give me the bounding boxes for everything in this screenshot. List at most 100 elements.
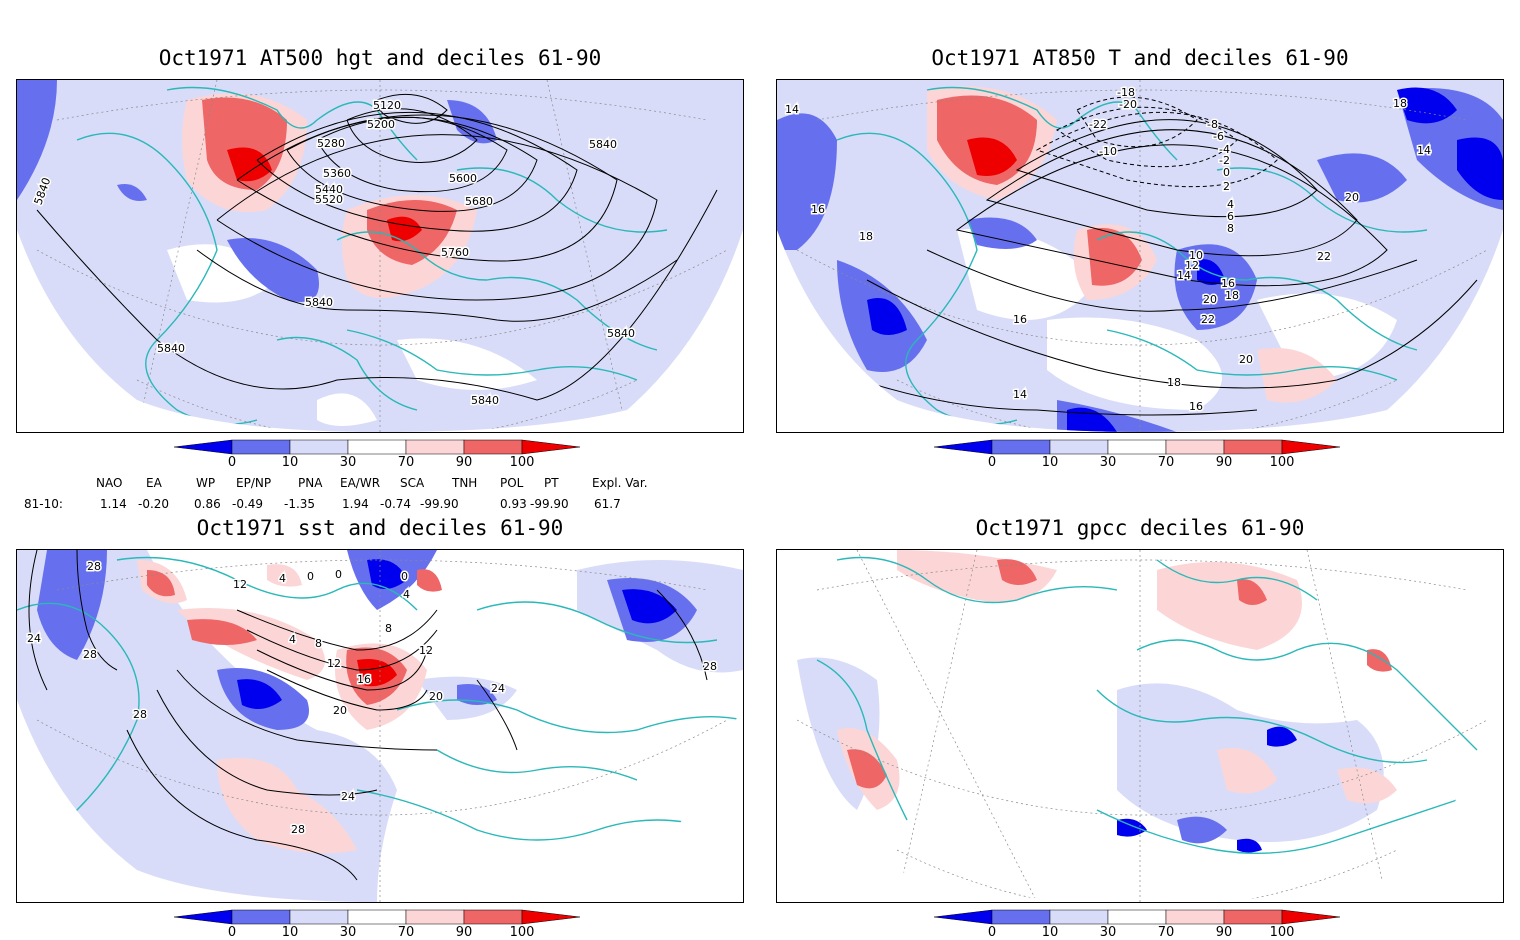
coastline bbox=[436, 749, 638, 781]
contour-label: -6 bbox=[1213, 130, 1224, 143]
contour-label: 28 bbox=[291, 823, 305, 836]
coastline bbox=[1106, 329, 1398, 381]
contour-line bbox=[246, 629, 438, 671]
colorbar-tick-label: 90 bbox=[456, 925, 473, 938]
latitude-circle bbox=[896, 849, 1398, 902]
map-svg-gpcc bbox=[777, 550, 1503, 902]
shade-blue-mid bbox=[227, 238, 319, 302]
coastline bbox=[816, 659, 908, 821]
colorbar-top-left: 0 10 30 70 90 100 bbox=[174, 439, 581, 468]
coastline bbox=[276, 336, 418, 411]
index-value: -1.35 bbox=[284, 497, 316, 511]
index-header: Expl. Var. bbox=[592, 476, 648, 490]
contour-label: 5680 bbox=[465, 195, 493, 208]
panel-title-at500: Oct1971 AT500 hgt and deciles 61-90 bbox=[158, 46, 602, 70]
map-svg-at850: -18 -20 -22 -10 -8 -6 -4 -2 0 2 4 6 8 10… bbox=[777, 80, 1503, 432]
shade-blue-strong bbox=[1237, 838, 1262, 853]
contour-line bbox=[985, 129, 1358, 257]
shade-red-mid bbox=[187, 619, 257, 645]
shade-blue-strong bbox=[622, 589, 677, 624]
contour-line bbox=[376, 93, 448, 124]
latitude-circle bbox=[56, 559, 708, 591]
coastline bbox=[1096, 799, 1458, 855]
contour-label: 16 bbox=[357, 673, 371, 686]
contour-line bbox=[236, 114, 618, 262]
contour-label: -2 bbox=[1219, 154, 1230, 167]
latitude-circle bbox=[56, 89, 708, 121]
index-header: PT bbox=[544, 476, 559, 490]
coastline bbox=[456, 167, 668, 233]
contour-line bbox=[286, 116, 538, 212]
latitude-circle bbox=[136, 379, 638, 432]
shade-white-area bbox=[1047, 317, 1222, 410]
latitude-circle bbox=[796, 249, 1488, 346]
contour-label: 5360 bbox=[323, 167, 351, 180]
colorbar-segment bbox=[1281, 439, 1341, 455]
index-value: 0.93 bbox=[500, 497, 527, 511]
map-at850-t: -18 -20 -22 -10 -8 -6 -4 -2 0 2 4 6 8 10… bbox=[776, 79, 1504, 433]
contour-label: 5520 bbox=[315, 193, 343, 206]
shade-white-area bbox=[957, 228, 1097, 320]
index-header: NAO bbox=[96, 476, 123, 490]
colorbar-segment bbox=[1223, 439, 1283, 455]
colorbar-tick-label: 30 bbox=[1100, 925, 1117, 938]
colorbar-segment bbox=[934, 439, 993, 455]
index-header: TNH bbox=[452, 476, 478, 490]
shade-blue-mid bbox=[37, 550, 107, 660]
index-header: POL bbox=[500, 476, 524, 490]
shade-white-area bbox=[317, 393, 377, 426]
contour-label: -22 bbox=[1089, 118, 1107, 131]
contour-label: 20 bbox=[1345, 191, 1359, 204]
colorbar-segment bbox=[1223, 909, 1283, 925]
shade-blue-strong bbox=[1267, 726, 1297, 747]
shade-red-light bbox=[1337, 767, 1397, 804]
colorbar-bottom-left: 0 10 30 70 90 100 bbox=[174, 909, 581, 938]
panel-title-gpcc: Oct1971 gpcc deciles 61-90 bbox=[975, 516, 1305, 540]
contour-label: 14 bbox=[1417, 144, 1431, 157]
contour-label: 8 bbox=[315, 637, 322, 650]
contour-label: -10 bbox=[1099, 145, 1117, 158]
colorbar-segment bbox=[1049, 439, 1109, 455]
contour-line bbox=[236, 609, 438, 651]
shade-red-mid bbox=[1087, 228, 1142, 286]
index-header: PNA bbox=[298, 476, 323, 490]
coastline bbox=[396, 699, 743, 734]
contour-label: 5840 bbox=[589, 138, 617, 151]
contour-label: 18 bbox=[1393, 97, 1407, 110]
colorbar-segment bbox=[1107, 909, 1167, 925]
index-value: 1.14 bbox=[100, 497, 127, 511]
contour-line bbox=[656, 589, 708, 681]
contour-label: 20 bbox=[333, 704, 347, 717]
colorbar-segment bbox=[521, 439, 581, 455]
coastline bbox=[356, 789, 718, 841]
index-header: EA bbox=[146, 476, 162, 490]
contour-label: 22 bbox=[1201, 313, 1215, 326]
shade-blue-mid bbox=[117, 184, 147, 201]
contour-line bbox=[266, 669, 428, 711]
colorbar-segment bbox=[934, 909, 993, 925]
contour-label: 12 bbox=[233, 578, 247, 591]
contour-label: 5840 bbox=[305, 296, 333, 309]
coastline bbox=[116, 556, 418, 611]
contour-label: 4 bbox=[403, 588, 410, 601]
colorbar-segment bbox=[405, 439, 465, 455]
colorbar-tick-label: 0 bbox=[228, 455, 236, 468]
contour-label: 18 bbox=[1225, 289, 1239, 302]
contour-line bbox=[28, 550, 48, 691]
contour-label: 8 bbox=[1227, 222, 1234, 235]
index-value: -0.49 bbox=[232, 497, 264, 511]
colorbar-tick-label: 0 bbox=[988, 925, 996, 938]
contour-label: 20 bbox=[1239, 353, 1253, 366]
teleconnection-indices: NAO EA WP EP/NP PNA EA/WR SCA TNH POL PT… bbox=[0, 474, 760, 514]
colorbar-tick-label: 10 bbox=[1042, 925, 1059, 938]
colorbar-segment bbox=[174, 909, 233, 925]
coastline bbox=[836, 556, 1118, 604]
coastline bbox=[836, 132, 1018, 425]
colorbar-segment bbox=[231, 439, 291, 455]
colorbar-segment bbox=[521, 909, 581, 925]
colorbar-segment bbox=[405, 909, 465, 925]
colorbar-tick-label: 10 bbox=[1042, 455, 1059, 468]
shade-blue-mid bbox=[1317, 153, 1407, 203]
shade-blue-mid bbox=[17, 80, 57, 200]
contour-label: -18 bbox=[1117, 86, 1135, 99]
